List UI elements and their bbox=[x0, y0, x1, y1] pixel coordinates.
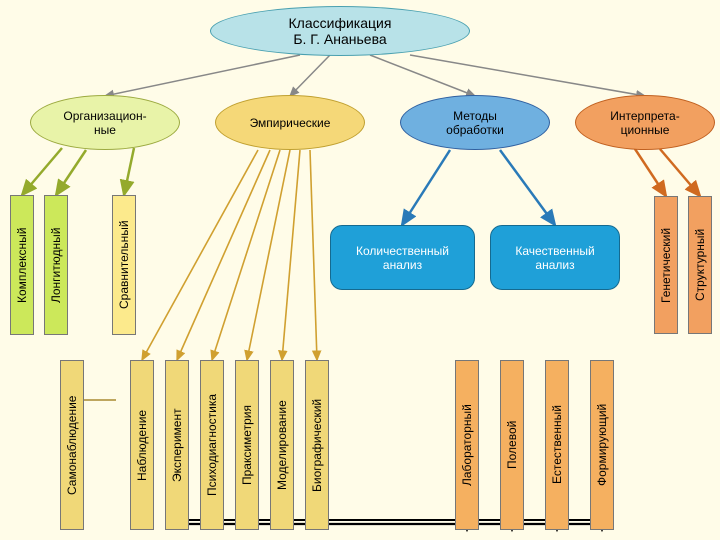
vbar-emp-prak: Праксиметрия bbox=[235, 360, 259, 530]
vbar-sub-lab: Лабораторный bbox=[455, 360, 479, 530]
category-obr: Методы обработки bbox=[400, 95, 550, 150]
vbar-emp-model: Моделирование bbox=[270, 360, 294, 530]
analysis-qual: Качественный анализ bbox=[490, 225, 620, 290]
vbar-emp-biog: Биографический bbox=[305, 360, 329, 530]
category-org: Организацион- ные bbox=[30, 95, 180, 150]
analysis-quant: Количественный анализ bbox=[330, 225, 475, 290]
root-title: Классификация Б. Г. Ананьева bbox=[210, 6, 470, 56]
vbar-sub-form: Формирующий bbox=[590, 360, 614, 530]
vbar-org-srav: Сравнительный bbox=[112, 195, 136, 335]
vbar-org-long: Лонгитюдный bbox=[44, 195, 68, 335]
vbar-int-struk: Структурный bbox=[688, 196, 712, 334]
vbar-int-gen: Генетический bbox=[654, 196, 678, 334]
vbar-sub-pol: Полевой bbox=[500, 360, 524, 530]
vbar-emp-nabl: Наблюдение bbox=[130, 360, 154, 530]
vbar-org-kompl: Комплексный bbox=[10, 195, 34, 335]
vbar-emp-samo: Самонаблюдение bbox=[60, 360, 84, 530]
vbar-emp-eksp: Эксперимент bbox=[165, 360, 189, 530]
vbar-sub-est: Естественный bbox=[545, 360, 569, 530]
vbar-emp-psih: Психодиагностика bbox=[200, 360, 224, 530]
category-emp: Эмпирические bbox=[215, 95, 365, 150]
category-int: Интерпрета- ционные bbox=[575, 95, 715, 150]
